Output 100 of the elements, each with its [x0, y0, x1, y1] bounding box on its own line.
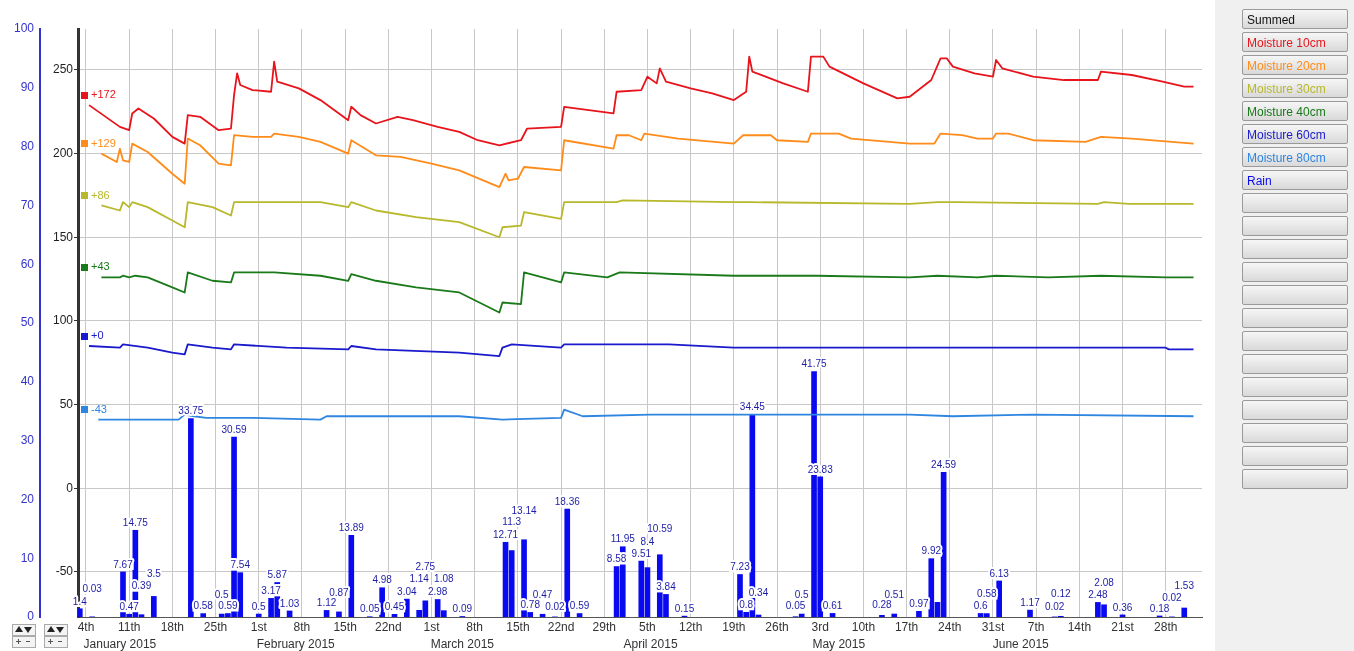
data-label: 18.36 — [554, 495, 581, 507]
x-tick-label: 1st — [250, 619, 268, 634]
data-label: 0.18 — [1149, 602, 1170, 614]
data-label: 8.58 — [606, 553, 627, 565]
data-label: 0.36 — [1112, 601, 1133, 613]
x-tick-label: 15th — [333, 619, 357, 634]
y2-tick-label: 0 — [27, 609, 35, 624]
x-tick-label: 25th — [203, 619, 228, 634]
data-label: 0.39 — [131, 580, 152, 592]
data-label: 0.12 — [1051, 588, 1072, 600]
data-label: 3.84 — [656, 581, 677, 593]
x-tick-label: 14th — [1067, 619, 1092, 634]
data-label: 0.03 — [82, 582, 103, 594]
y2-tick-label: 70 — [20, 197, 35, 212]
x2-tick-label: May 2015 — [812, 636, 866, 651]
bar — [348, 535, 355, 617]
x-tick-label: 31st — [981, 619, 1005, 634]
y-tick-label: 250 — [52, 62, 74, 77]
data-label: 3.5 — [146, 568, 162, 580]
y-tick-label: 100 — [52, 313, 74, 328]
x-tick-label: 11th — [117, 619, 141, 634]
bar — [829, 613, 836, 617]
y2-tick-label: 10 — [20, 550, 35, 565]
bar — [1027, 609, 1033, 617]
bar — [336, 611, 342, 617]
data-label: 11.95 — [610, 533, 636, 545]
data-label: 4.98 — [372, 574, 393, 586]
x-tick-label: 18th — [160, 619, 185, 634]
x-tick-label: 28th — [1154, 619, 1178, 634]
x-tick-label: 3rd — [811, 619, 829, 634]
annotation: +172 — [91, 88, 116, 101]
data-label: 0.05 — [785, 600, 806, 612]
y2-tick-label: 90 — [20, 80, 35, 95]
data-label: 1.17 — [1020, 596, 1041, 608]
legend-title: Summed — [1242, 9, 1348, 29]
x2-tick-label: February 2015 — [256, 636, 336, 651]
data-label: 0.5 — [251, 600, 267, 612]
annotation: +86 — [91, 188, 110, 201]
data-label: 0.45 — [384, 601, 405, 613]
data-label: 1.53 — [1174, 579, 1195, 591]
x-tick-label: 24th — [938, 619, 962, 634]
text: Moisture 10cm — [1242, 32, 1348, 52]
y-tick-label: 150 — [52, 229, 74, 244]
x2-tick-label: March 2015 — [430, 636, 495, 651]
y2-tick-label: 60 — [20, 256, 35, 271]
data-label: 14.75 — [122, 517, 149, 529]
data-label: 0.51 — [884, 588, 905, 600]
annotation: -43 — [91, 402, 107, 415]
x-tick-label: 8th — [293, 619, 311, 634]
x-tick-label: 7th — [1027, 619, 1045, 634]
y-tick-label: -50 — [55, 564, 74, 579]
data-label: 0.6 — [973, 600, 989, 612]
x-tick-label: 5th — [639, 619, 656, 634]
data-label: 2.98 — [427, 586, 448, 598]
x-tick-label: 4th — [77, 619, 95, 634]
data-label: 1.08 — [434, 573, 455, 585]
bar — [996, 580, 1002, 617]
data-label: 2.75 — [415, 560, 436, 572]
data-label: 0.02 — [1044, 600, 1065, 612]
bar — [576, 613, 583, 617]
data-label: 0.59 — [218, 600, 239, 612]
x-tick-label: 26th — [765, 619, 789, 634]
data-label: 6.13 — [989, 567, 1010, 579]
y-tick-label: 0 — [66, 480, 74, 495]
data-label: 0.28 — [872, 599, 893, 611]
x-tick-label: 21st — [1111, 619, 1135, 634]
y-tick-label: 200 — [52, 145, 74, 160]
bar — [323, 610, 330, 617]
data-label: 13.89 — [338, 522, 365, 534]
data-label: 7.67 — [113, 558, 134, 570]
bar — [891, 613, 898, 617]
data-label: 33.75 — [178, 405, 204, 417]
data-label: 24.59 — [931, 459, 957, 471]
data-label: 0.78 — [520, 599, 541, 611]
data-label: 0.5 — [214, 588, 230, 600]
data-label: 34.45 — [739, 401, 766, 413]
x-tick-label: 22nd — [374, 619, 402, 634]
data-label: 0.47 — [532, 588, 553, 600]
data-label: 12.71 — [493, 529, 519, 541]
y2-tick-label: 50 — [20, 315, 35, 330]
data-label: 23.83 — [807, 463, 834, 475]
x-tick-label: 10th — [851, 619, 876, 634]
text: Moisture 30cm — [1242, 78, 1348, 98]
bar — [188, 418, 194, 617]
annotation: +0 — [91, 329, 104, 342]
x-tick-label: 22nd — [547, 619, 575, 634]
y-tick-label: 50 — [59, 396, 74, 411]
text: Rain — [1242, 170, 1348, 190]
text: Moisture 20cm — [1242, 55, 1348, 75]
data-label: 0.58 — [977, 588, 997, 600]
data-label: 0.8 — [739, 599, 754, 611]
data-label: 2.48 — [1088, 589, 1109, 601]
data-label: 0.02 — [1162, 591, 1183, 603]
bar — [255, 613, 262, 617]
y2-tick-label: 40 — [20, 374, 35, 389]
data-label: 0.15 — [674, 602, 695, 614]
data-label: 3.04 — [397, 585, 417, 597]
bar — [78, 608, 83, 617]
data-label: 41.75 — [801, 358, 827, 370]
x-tick-label: 12th — [678, 619, 703, 634]
